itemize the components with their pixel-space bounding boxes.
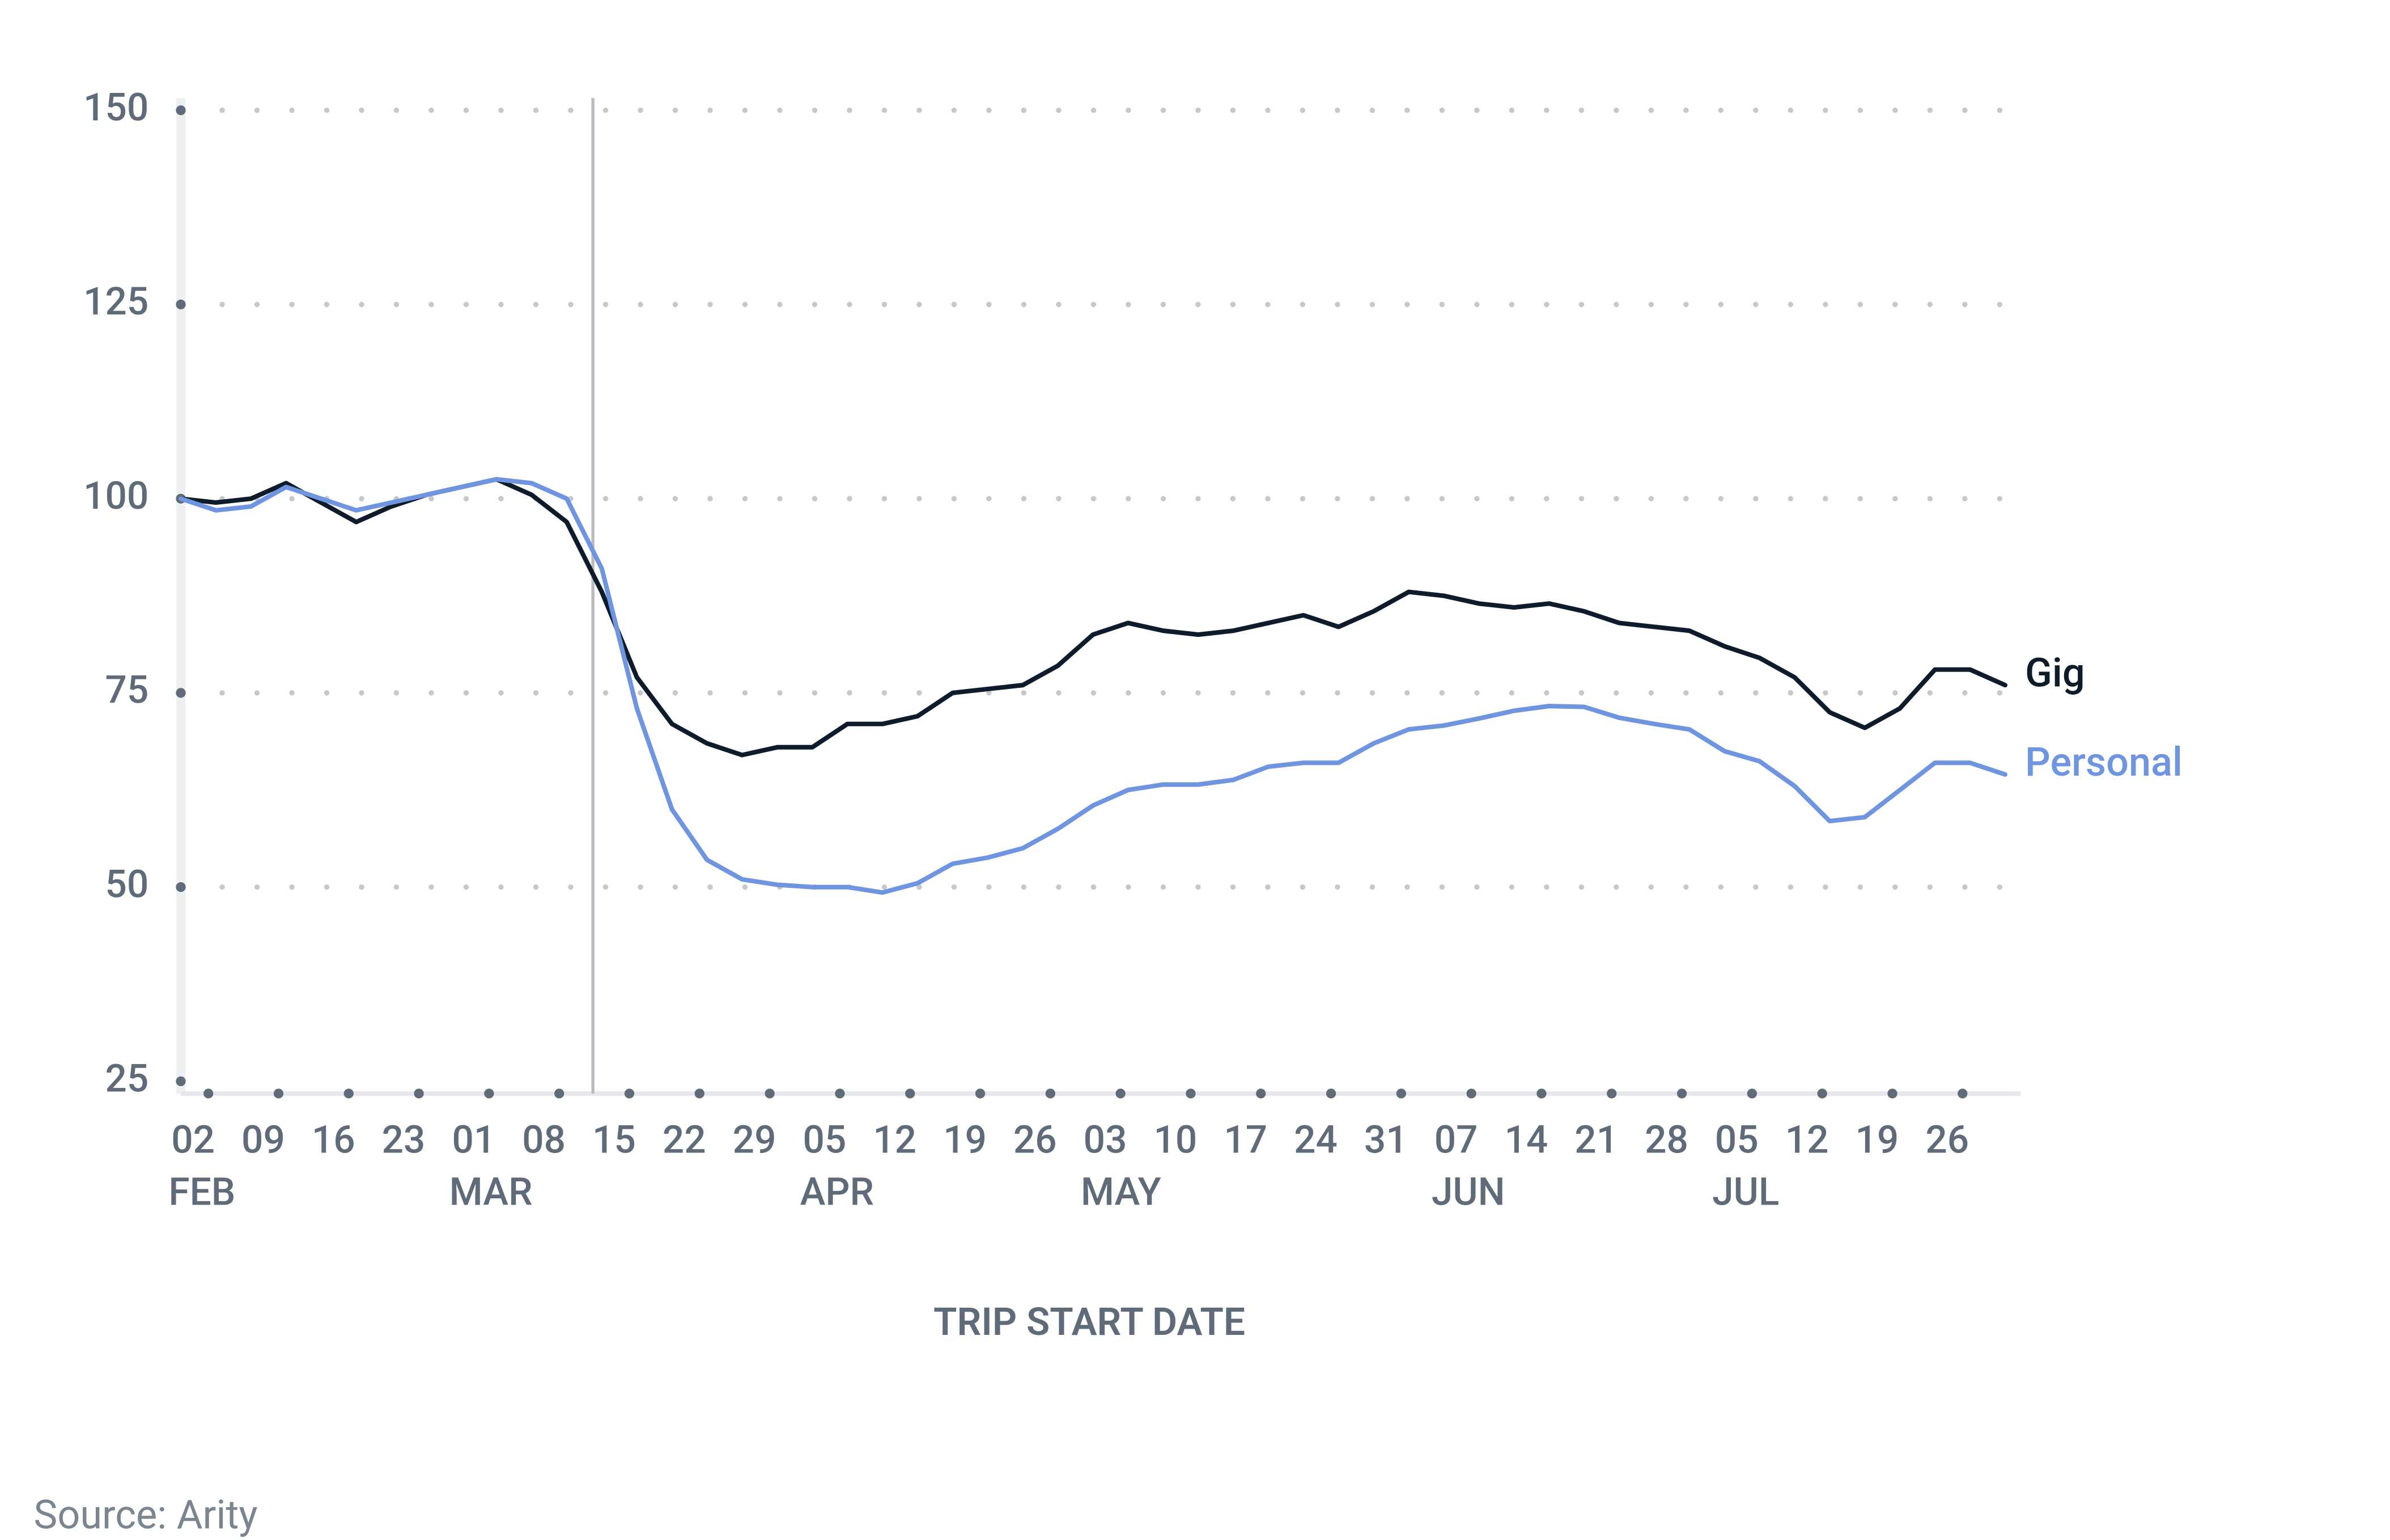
x-tick [1958, 1088, 1968, 1099]
x-tick-label: 21 [1574, 1117, 1618, 1162]
x-tick-label: 17 [1224, 1117, 1267, 1162]
x-tick-label: 31 [1364, 1117, 1408, 1162]
x-tick [694, 1088, 704, 1099]
x-tick-label: 14 [1505, 1117, 1548, 1162]
x-tick [1396, 1088, 1406, 1099]
x-tick-label: 01 [452, 1117, 495, 1162]
x-tick [1045, 1088, 1055, 1099]
x-tick-label: 23 [382, 1117, 426, 1162]
x-tick [1466, 1088, 1476, 1099]
y-tick-label: 75 [105, 668, 148, 713]
x-tick-label: 26 [1013, 1117, 1057, 1162]
x-tick-label: 16 [312, 1117, 355, 1162]
x-tick [1256, 1088, 1266, 1099]
y-tick-label: 25 [105, 1056, 148, 1101]
x-tick [1186, 1088, 1196, 1099]
y-tick-label: 50 [105, 862, 148, 907]
x-tick [975, 1088, 986, 1099]
x-tick [835, 1088, 845, 1099]
x-tick-label: 15 [592, 1117, 636, 1162]
series-line [178, 477, 2007, 758]
x-month-label: MAY [1081, 1169, 1161, 1214]
x-month-label: MAR [449, 1169, 533, 1214]
x-month-label: FEB [168, 1169, 235, 1214]
x-tick [414, 1088, 424, 1099]
y-tick [176, 1076, 186, 1087]
series-label: Personal [2025, 739, 2183, 786]
x-tick [484, 1088, 494, 1099]
x-tick [203, 1088, 214, 1099]
x-tick [1676, 1088, 1687, 1099]
x-tick-label: 12 [873, 1117, 916, 1162]
y-tick [176, 105, 186, 116]
x-tick [905, 1088, 915, 1099]
x-tick-label: 03 [1084, 1117, 1127, 1162]
x-tick [554, 1088, 564, 1099]
y-tick-label: 150 [83, 85, 148, 130]
x-month-label: JUN [1432, 1169, 1505, 1214]
x-tick [624, 1088, 635, 1099]
x-tick-label: 05 [803, 1117, 846, 1162]
x-tick [1607, 1088, 1617, 1099]
x-tick [343, 1088, 354, 1099]
x-tick-label: 19 [1856, 1117, 1899, 1162]
x-tick [1747, 1088, 1758, 1099]
x-tick-label: 28 [1645, 1117, 1688, 1162]
x-tick [273, 1088, 284, 1099]
x-tick [1326, 1088, 1336, 1099]
x-tick-label: 19 [943, 1117, 987, 1162]
x-tick-label: 08 [522, 1117, 566, 1162]
x-tick [1887, 1088, 1897, 1099]
x-tick-label: 09 [241, 1117, 285, 1162]
y-tick-label: 100 [83, 474, 148, 518]
x-tick-label: 05 [1715, 1117, 1759, 1162]
x-axis-title: TRIP START DATE [933, 1300, 1245, 1345]
y-tick-label: 125 [83, 279, 148, 324]
x-tick-label: 26 [1925, 1117, 1969, 1162]
x-tick-label: 24 [1294, 1117, 1338, 1162]
x-month-label: JUL [1712, 1169, 1779, 1214]
x-tick-label: 07 [1434, 1117, 1478, 1162]
x-tick [765, 1088, 775, 1099]
y-tick [176, 882, 186, 892]
y-tick [176, 688, 186, 698]
x-tick-label: 29 [733, 1117, 776, 1162]
x-tick [1817, 1088, 1827, 1099]
x-tick [1115, 1088, 1126, 1099]
y-tick [176, 299, 186, 310]
x-tick-label: 22 [663, 1117, 706, 1162]
x-month-label: APR [800, 1169, 874, 1214]
series-line [178, 477, 2007, 895]
x-tick-label: 12 [1785, 1117, 1829, 1162]
source-note: Source: Arity [34, 1492, 258, 1538]
series-label: Gig [2025, 650, 2085, 697]
x-tick-label: 10 [1153, 1117, 1197, 1162]
x-tick-label: 02 [171, 1117, 215, 1162]
x-tick [1536, 1088, 1547, 1099]
